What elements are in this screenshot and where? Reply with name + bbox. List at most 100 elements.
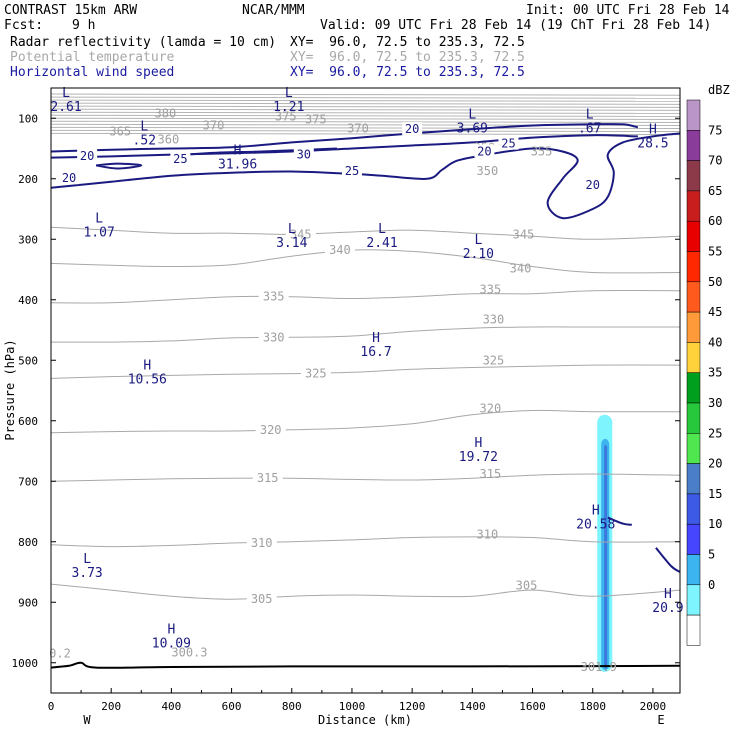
label-knockout [258, 289, 289, 303]
extremum-letter: L [288, 222, 296, 237]
colorbar-swatch [686, 433, 701, 464]
y-tick-label: 500 [18, 354, 38, 367]
extremum-value: 2.10 [463, 247, 494, 262]
extremum-value: 3.73 [71, 566, 102, 581]
extremum-value: 1.07 [83, 225, 114, 240]
theta-band-line [50, 120, 681, 123]
theta-label: 330 [483, 313, 505, 327]
y-tick-label: 800 [18, 536, 38, 549]
theta-band-line [50, 114, 681, 117]
label-knockout [252, 471, 283, 485]
theta-label: 340 [329, 243, 351, 257]
extremum-value: 10.56 [128, 372, 167, 387]
x-axis-east: E [657, 713, 664, 727]
label-knockout [341, 163, 362, 177]
colorbar-label: 0 [708, 578, 715, 592]
colorbar-label: 60 [708, 214, 722, 228]
colorbar-swatch [686, 342, 701, 373]
x-tick-label: 400 [161, 700, 181, 713]
theta-contour-305 [50, 583, 681, 600]
x-tick-label: 1800 [579, 700, 606, 713]
theta-label: 370 [203, 119, 225, 133]
model-title: CONTRAST 15km ARW [4, 3, 138, 18]
valid-time: Valid: 09 UTC Fri 28 Feb 14 (19 ChT Fri … [320, 18, 712, 33]
extremum-value: 3.14 [276, 236, 307, 251]
theta-band-line [50, 117, 681, 120]
colorbar-label: 65 [708, 184, 722, 198]
label-knockout [246, 592, 277, 606]
field-wind: Horizontal wind speed [10, 65, 175, 80]
colorbar-swatch [686, 220, 701, 252]
extremum-letter: L [140, 119, 148, 134]
theta-label: 315 [480, 467, 502, 481]
echo-core [604, 444, 608, 669]
theta-label: 370 [347, 122, 369, 136]
theta-label: 315 [257, 471, 279, 485]
colorbar-swatch [686, 130, 701, 161]
theta-band-line [50, 108, 681, 111]
x-axis-west: W [83, 713, 91, 727]
x-tick-label: 0 [48, 700, 55, 713]
theta-label: 335 [480, 282, 502, 296]
label-knockout [170, 151, 191, 165]
colorbar-swatch [686, 99, 701, 131]
axes [50, 87, 681, 694]
x-tick-label: 1600 [519, 700, 546, 713]
extremum-value: .67 [578, 121, 601, 136]
theta-label: 325 [305, 367, 327, 381]
colorbar-label: 45 [708, 305, 722, 319]
extremum-value: 20.9 [652, 601, 683, 616]
wind-contour-20 [50, 123, 639, 153]
extremum-value: 10.09 [152, 637, 191, 652]
theta-label: 345 [513, 227, 535, 241]
colorbar-label: 40 [708, 335, 722, 349]
theta-label: 305 [516, 578, 538, 592]
fcst-value: 9 h [72, 18, 96, 33]
colorbar-label: 25 [708, 426, 722, 440]
colorbar-unit: dBZ [708, 83, 730, 97]
theta-band-line [50, 105, 681, 108]
theta-band-line [50, 126, 681, 130]
y-tick-label: 200 [18, 173, 38, 186]
colorbar-swatch [686, 311, 701, 343]
x-tick-label: 200 [101, 700, 121, 713]
theta-label: 320 [260, 423, 282, 437]
extremum-letter: L [95, 211, 103, 226]
y-tick-label: 400 [18, 294, 38, 307]
theta-contours [50, 93, 681, 600]
wind-contour-edge [655, 547, 681, 573]
x-tick-label: 1200 [399, 700, 426, 713]
theta-label: 325 [483, 353, 505, 367]
extremum-letter: L [62, 86, 70, 101]
colorbar-swatch [686, 190, 701, 222]
colorbar-swatch [686, 160, 701, 192]
colorbar-label: 10 [708, 517, 722, 531]
theta-label: 310 [477, 527, 499, 541]
x-tick-label: 2000 [640, 700, 667, 713]
theta-contour-320 [50, 409, 681, 434]
field-reflectivity-xy: XY= 96.0, 72.5 to 235.3, 72.5 [290, 35, 525, 50]
theta-label: 375 [305, 112, 327, 126]
extremum-value: 1.21 [273, 100, 304, 115]
theta-label: 365 [109, 125, 131, 139]
field-theta: Potential temperature [10, 50, 175, 65]
theta-label: 360 [158, 132, 180, 146]
wind-contour-25 [50, 134, 638, 159]
contour-labels: 3803753753703703653603503553503453403353… [49, 106, 617, 674]
label-knockout [255, 422, 286, 436]
label-knockout [246, 535, 277, 549]
theta-contour-310 [50, 536, 681, 548]
wind-label: 25 [501, 137, 515, 151]
colorbar-swatch [686, 584, 701, 616]
field-theta-xy: XY= 96.0, 72.5 to 235.3, 72.5 [290, 50, 525, 65]
label-knockout [474, 144, 495, 158]
label-knockout [498, 136, 519, 150]
wind-label: 20 [80, 149, 94, 163]
theta-label: 350 [477, 164, 499, 178]
y-tick-label: 300 [18, 233, 38, 246]
org-label: NCAR/MMM [242, 3, 305, 18]
theta-contour-330 [50, 326, 680, 343]
extremum-letter: L [378, 222, 386, 237]
